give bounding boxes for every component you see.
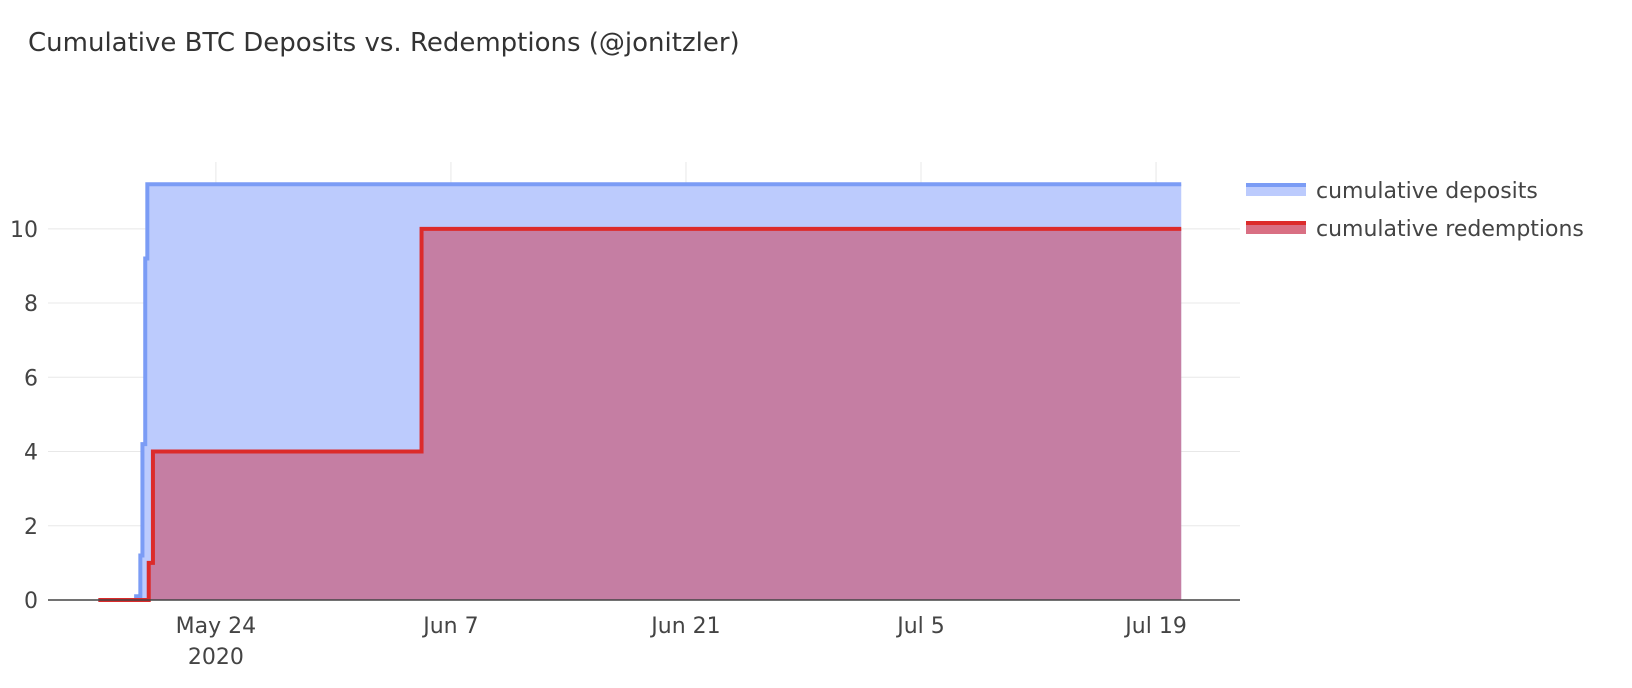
y-tick-label: 8 bbox=[24, 292, 38, 317]
x-tick-label: Jul 5 bbox=[895, 614, 945, 639]
x-tick-label: Jul 19 bbox=[1123, 614, 1187, 639]
y-tick-label: 4 bbox=[24, 441, 38, 466]
y-tick-label: 2 bbox=[24, 515, 38, 540]
x-tick-label: May 24 bbox=[176, 614, 256, 639]
x-tick-label: Jun 21 bbox=[649, 614, 720, 639]
y-tick-labels: 0 2 4 6 8 10 bbox=[10, 218, 38, 614]
x-tick-label: Jun 7 bbox=[421, 614, 478, 639]
y-tick-label: 6 bbox=[24, 366, 38, 391]
legend-item[interactable]: cumulative redemptions bbox=[1246, 217, 1584, 242]
cumulative-redemptions-line bbox=[98, 226, 1182, 602]
cumulative-redemptions-area bbox=[98, 228, 1182, 601]
legend-label: cumulative redemptions bbox=[1316, 217, 1584, 242]
cumulative-deposits-line bbox=[98, 182, 1182, 602]
x-tick-sublabel: 2020 bbox=[188, 645, 244, 670]
x-tick-labels: May 24 2020 Jun 7 Jun 21 Jul 5 Jul 19 bbox=[176, 614, 1187, 670]
chart-title: Cumulative BTC Deposits vs. Redemptions … bbox=[28, 28, 740, 58]
y-tick-label: 10 bbox=[10, 218, 38, 243]
legend[interactable]: cumulative deposits cumulative redemption… bbox=[1246, 179, 1584, 242]
legend-item[interactable]: cumulative deposits bbox=[1246, 179, 1538, 204]
legend-label: cumulative deposits bbox=[1316, 179, 1538, 204]
y-tick-label: 0 bbox=[24, 589, 38, 614]
series-layer bbox=[98, 182, 1182, 602]
